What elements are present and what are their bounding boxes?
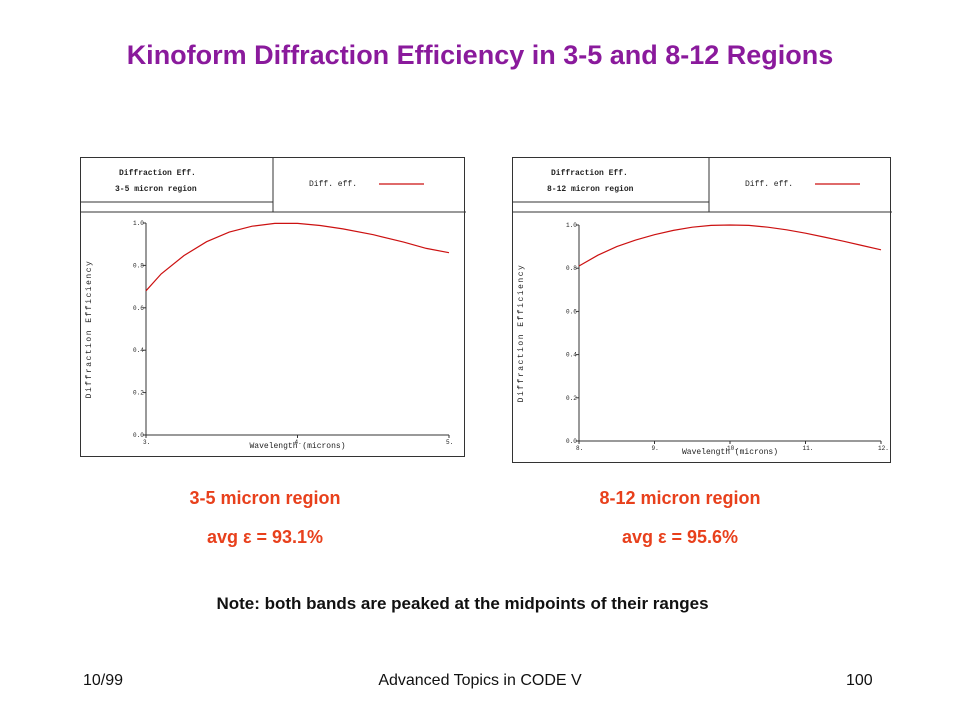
y-tick-label: 0.8 (566, 265, 577, 272)
footer-date: 10/99 (83, 672, 124, 689)
note-text: Note: both bands are peaked at the midpo… (216, 594, 709, 613)
x-tick-label: 11. (803, 445, 814, 452)
caption-region-3-5: 3-5 micron region (189, 488, 341, 508)
x-tick-label: 8. (576, 445, 583, 452)
x-tick-label: 9. (652, 445, 659, 452)
chart-header-subtitle: 8-12 micron region (547, 185, 634, 194)
chart-panel-3-5: Diffraction Eff. 3-5 micron region Diff. e… (80, 157, 466, 457)
x-axis-label: Wavelength (microns) (249, 442, 345, 451)
y-tick-label: 1.0 (566, 222, 577, 229)
caption-avg-8-12: avg ε = 95.6% (621, 527, 739, 547)
x-axis-label: Wavelength (microns) (682, 448, 778, 457)
x-tick-label: 4. (295, 439, 302, 446)
x-tick-label: 5. (446, 439, 453, 446)
y-tick-label: 0.0 (133, 432, 144, 439)
legend-label: Diff. eff. (745, 180, 793, 189)
y-tick-label: 0.8 (133, 262, 144, 269)
y-tick-label: 0.4 (133, 347, 144, 354)
x-tick-label: 3. (143, 439, 150, 446)
footer-title: Advanced Topics in CODE V (378, 672, 582, 689)
chart-header-subtitle: 3-5 micron region (115, 185, 197, 194)
y-axis-label: Diffraction Efficiency (517, 264, 526, 403)
series-line-diff-eff (145, 222, 450, 292)
chart-svg-1: Diffraction Eff. 8-12 micron region Diff. … (513, 158, 892, 457)
chart-header-title: Diffraction Eff. (551, 169, 628, 178)
chart-panel-8-12: Diffraction Eff. 8-12 micron region Diff. … (512, 157, 892, 463)
y-axis-label: Diffraction Efficiency (85, 260, 94, 399)
y-tick-label: 0.2 (133, 390, 144, 397)
caption-avg-3-5: avg ε = 93.1% (206, 527, 324, 547)
y-tick-label: 0.6 (133, 305, 144, 312)
y-tick-label: 0.6 (566, 308, 577, 315)
y-tick-label: 0.0 (566, 438, 577, 445)
x-tick-label: 10. (727, 445, 738, 452)
y-tick-label: 0.4 (566, 352, 577, 359)
caption-region-8-12: 8-12 micron region (599, 488, 761, 508)
chart-svg-0: Diffraction Eff. 3-5 micron region Diff. e… (81, 158, 466, 451)
y-tick-label: 1.0 (133, 220, 144, 227)
legend-label: Diff. eff. (309, 180, 357, 189)
chart-header-title: Diffraction Eff. (119, 169, 196, 178)
y-tick-label: 0.2 (566, 395, 577, 402)
series-line-diff-eff (578, 224, 882, 267)
footer-page-number: 100 (846, 672, 873, 689)
x-tick-label: 12. (878, 445, 889, 452)
slide-title: Kinoform Diffraction Efficiency in 3-5 a… (126, 40, 834, 70)
